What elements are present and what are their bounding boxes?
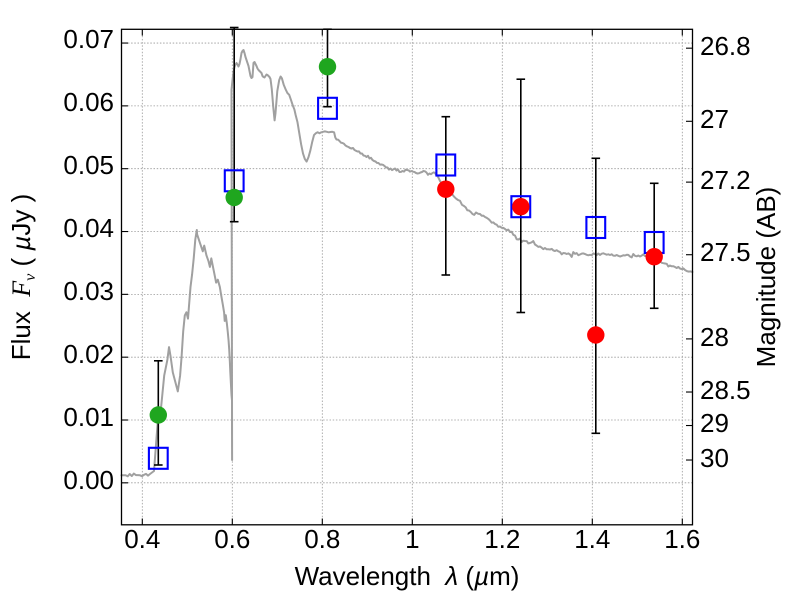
svg-text:27.5: 27.5 <box>700 237 751 267</box>
svg-text:0.00: 0.00 <box>63 465 114 495</box>
svg-text:1: 1 <box>405 524 419 554</box>
svg-text:28.5: 28.5 <box>700 375 751 405</box>
svg-text:0.4: 0.4 <box>124 524 160 554</box>
svg-text:1.4: 1.4 <box>574 524 610 554</box>
svg-text:0.05: 0.05 <box>63 150 114 180</box>
svg-text:0.07: 0.07 <box>63 24 114 54</box>
svg-text:1.2: 1.2 <box>484 524 520 554</box>
svg-text:0.04: 0.04 <box>63 213 114 243</box>
svg-text:Magnitude (AB): Magnitude (AB) <box>751 187 781 368</box>
svg-text:0.02: 0.02 <box>63 339 114 369</box>
svg-text:0.6: 0.6 <box>214 524 250 554</box>
svg-text:28: 28 <box>700 322 729 352</box>
svg-text:29: 29 <box>700 408 729 438</box>
svg-text:0.01: 0.01 <box>63 402 114 432</box>
svg-text:26.8: 26.8 <box>700 31 751 61</box>
svg-text:Wavelength λ (µm): Wavelength λ (µm) <box>295 561 520 591</box>
svg-text:27: 27 <box>700 104 729 134</box>
svg-text:0.06: 0.06 <box>63 87 114 117</box>
svg-text:0.8: 0.8 <box>304 524 340 554</box>
svg-text:30: 30 <box>700 443 729 473</box>
svg-text:1.6: 1.6 <box>664 524 700 554</box>
svg-text:0.03: 0.03 <box>63 276 114 306</box>
svg-text:27.2: 27.2 <box>700 165 751 195</box>
